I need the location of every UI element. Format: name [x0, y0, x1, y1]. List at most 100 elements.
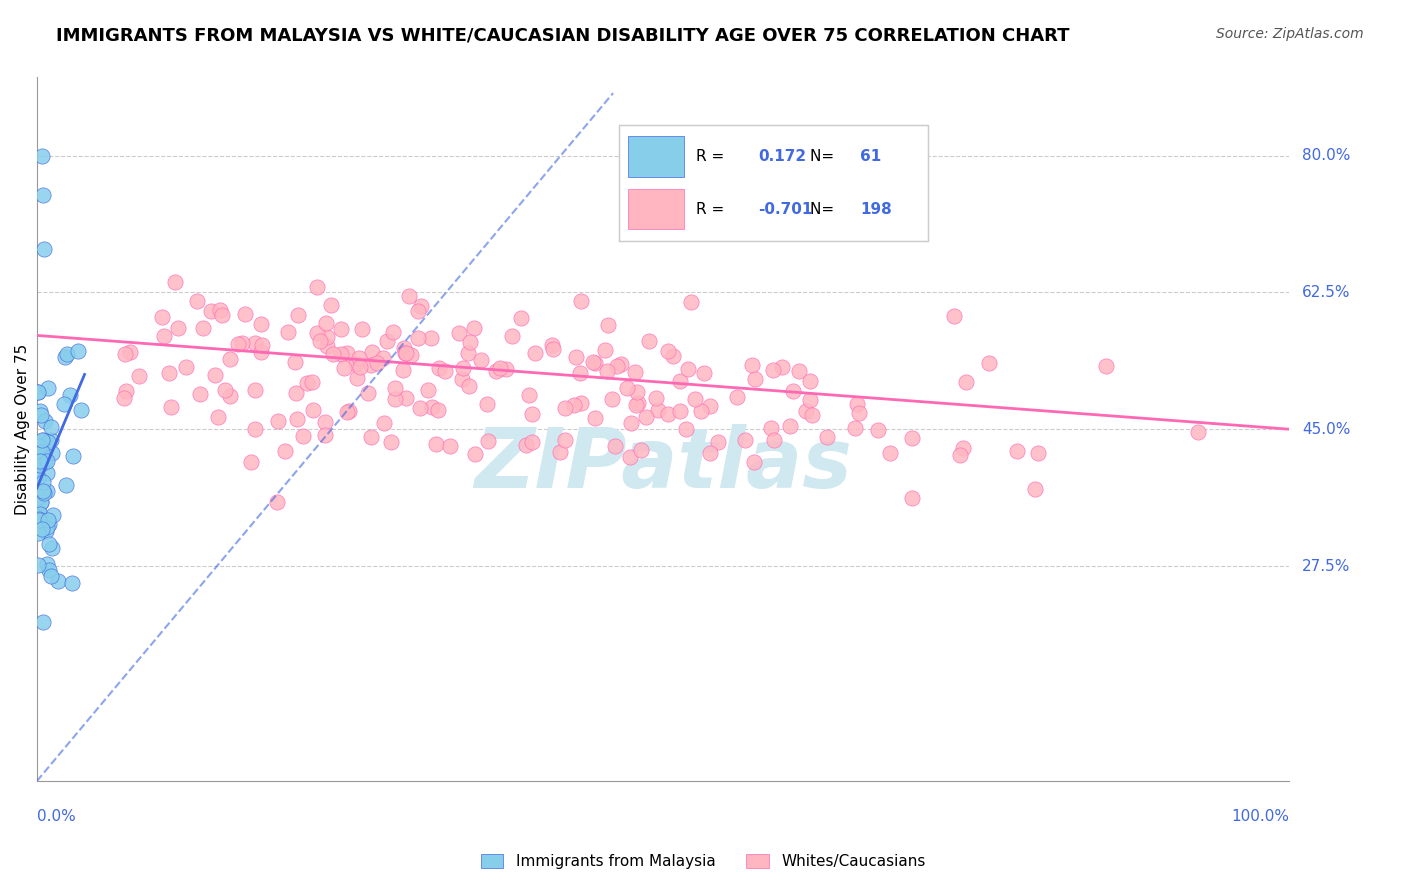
Point	[38, 563, 60, 577]
Point	[395, 392, 418, 406]
Point	[845, 397, 868, 411]
Point	[657, 344, 679, 359]
Point	[330, 347, 353, 361]
Point	[630, 442, 652, 457]
Text: Source: ZipAtlas.com: Source: ZipAtlas.com	[1216, 27, 1364, 41]
Point	[27, 384, 49, 399]
Point	[569, 293, 592, 308]
Point	[583, 411, 606, 425]
Point	[316, 330, 339, 344]
Point	[373, 416, 395, 430]
Point	[668, 403, 690, 417]
Point	[284, 355, 307, 369]
Point	[28, 512, 51, 526]
Point	[250, 338, 273, 352]
Point	[333, 361, 356, 376]
Point	[35, 557, 58, 571]
Point	[540, 337, 562, 351]
Point	[794, 404, 817, 418]
Point	[381, 326, 404, 340]
Point	[308, 334, 330, 348]
Point	[762, 433, 785, 447]
Point	[392, 341, 415, 355]
Text: 100.0%: 100.0%	[1232, 809, 1289, 824]
Point	[420, 331, 443, 345]
Point	[707, 435, 730, 450]
Point	[346, 357, 368, 371]
Point	[676, 361, 699, 376]
Point	[427, 361, 450, 376]
Point	[391, 363, 413, 377]
Point	[815, 430, 838, 444]
Point	[420, 400, 443, 414]
Point	[41, 541, 63, 555]
Point	[207, 410, 229, 425]
Point	[314, 427, 336, 442]
Point	[214, 383, 236, 397]
Point	[118, 345, 141, 359]
Point	[314, 415, 336, 429]
Point	[295, 376, 318, 390]
Point	[27, 525, 49, 540]
Point	[34, 524, 56, 538]
Point	[433, 364, 456, 378]
Point	[35, 483, 58, 498]
Point	[250, 317, 273, 331]
Point	[174, 359, 197, 374]
Point	[669, 374, 692, 388]
Point	[34, 455, 56, 469]
Point	[495, 362, 517, 376]
Text: 0.172: 0.172	[758, 149, 806, 164]
Point	[634, 409, 657, 424]
Point	[693, 366, 716, 380]
Point	[307, 326, 329, 340]
Point	[610, 357, 633, 371]
Point	[322, 347, 344, 361]
Point	[167, 321, 190, 335]
Point	[285, 386, 308, 401]
Point	[638, 334, 661, 348]
Point	[30, 408, 52, 422]
Point	[347, 351, 370, 365]
Point	[59, 388, 82, 402]
Point	[245, 336, 267, 351]
Point	[624, 365, 647, 379]
Point	[399, 348, 422, 362]
Point	[457, 346, 479, 360]
Point	[458, 379, 481, 393]
Point	[447, 326, 470, 341]
Point	[520, 407, 543, 421]
Point	[603, 440, 626, 454]
Point	[879, 446, 901, 460]
Point	[977, 356, 1000, 370]
Point	[475, 397, 498, 411]
Text: R =: R =	[696, 149, 730, 164]
Point	[562, 398, 585, 412]
Point	[315, 317, 337, 331]
Point	[30, 507, 52, 521]
Point	[204, 368, 226, 383]
Point	[39, 434, 62, 448]
Point	[346, 370, 368, 384]
Point	[394, 346, 416, 360]
Point	[489, 360, 512, 375]
Point	[955, 375, 977, 389]
Point	[27, 471, 49, 485]
Point	[582, 354, 605, 368]
Point	[305, 280, 328, 294]
Point	[30, 495, 52, 509]
Point	[844, 421, 866, 435]
Point	[112, 392, 135, 406]
Point	[30, 458, 52, 472]
Point	[191, 321, 214, 335]
Point	[42, 508, 65, 523]
Point	[240, 454, 263, 468]
Point	[451, 361, 474, 376]
Point	[30, 453, 52, 467]
Y-axis label: Disability Age Over 75: Disability Age Over 75	[15, 343, 30, 515]
Point	[357, 386, 380, 401]
Point	[644, 392, 666, 406]
Point	[31, 148, 53, 162]
Point	[619, 450, 641, 464]
Point	[27, 503, 49, 517]
